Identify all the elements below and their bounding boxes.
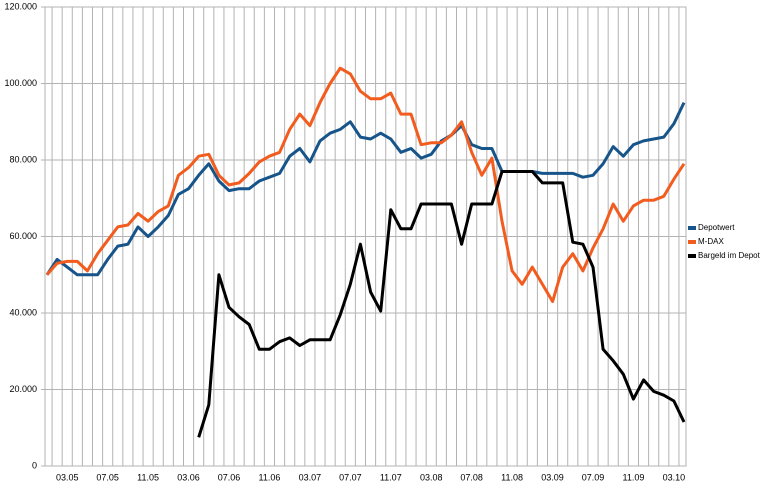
x-tick-label: 11.08 xyxy=(501,472,523,482)
x-tick-label: 07.07 xyxy=(339,472,362,482)
x-tick-label: 11.06 xyxy=(259,472,281,482)
y-tick-label: 60.000 xyxy=(9,231,37,241)
x-tick-label: 07.08 xyxy=(460,472,483,482)
plot-frame xyxy=(44,6,687,467)
y-tick-label: 100.000 xyxy=(4,78,37,88)
legend-swatch xyxy=(688,240,696,244)
legend-label: Bargeld im Depot xyxy=(698,251,761,260)
x-tick-label: 11.07 xyxy=(380,472,402,482)
y-tick-label: 20.000 xyxy=(9,384,37,394)
x-tick-label: 11.05 xyxy=(137,472,159,482)
x-tick-label: 07.09 xyxy=(582,472,605,482)
x-tick-label: 03.07 xyxy=(299,472,322,482)
x-tick-label: 03.05 xyxy=(56,472,79,482)
legend-swatch xyxy=(688,254,696,258)
legend-swatch xyxy=(688,226,696,230)
legend-label: M-DAX xyxy=(698,237,724,246)
y-tick-label: 80.000 xyxy=(9,154,37,164)
series-line xyxy=(45,101,686,277)
x-tick-label: 03.08 xyxy=(420,472,443,482)
series-line xyxy=(45,66,686,303)
series-line xyxy=(197,170,686,438)
x-tick-label: 03.10 xyxy=(663,472,686,482)
x-tick-label: 07.05 xyxy=(96,472,119,482)
y-tick-label: 120.000 xyxy=(4,1,37,11)
y-tick-label: 0 xyxy=(32,460,37,470)
x-tick-label: 03.09 xyxy=(541,472,564,482)
x-tick-label: 03.06 xyxy=(177,472,200,482)
y-tick-label: 40.000 xyxy=(9,307,37,317)
x-tick-label: 11.09 xyxy=(623,472,645,482)
x-tick-label: 07.06 xyxy=(218,472,241,482)
legend-label: Depotwert xyxy=(698,223,735,232)
